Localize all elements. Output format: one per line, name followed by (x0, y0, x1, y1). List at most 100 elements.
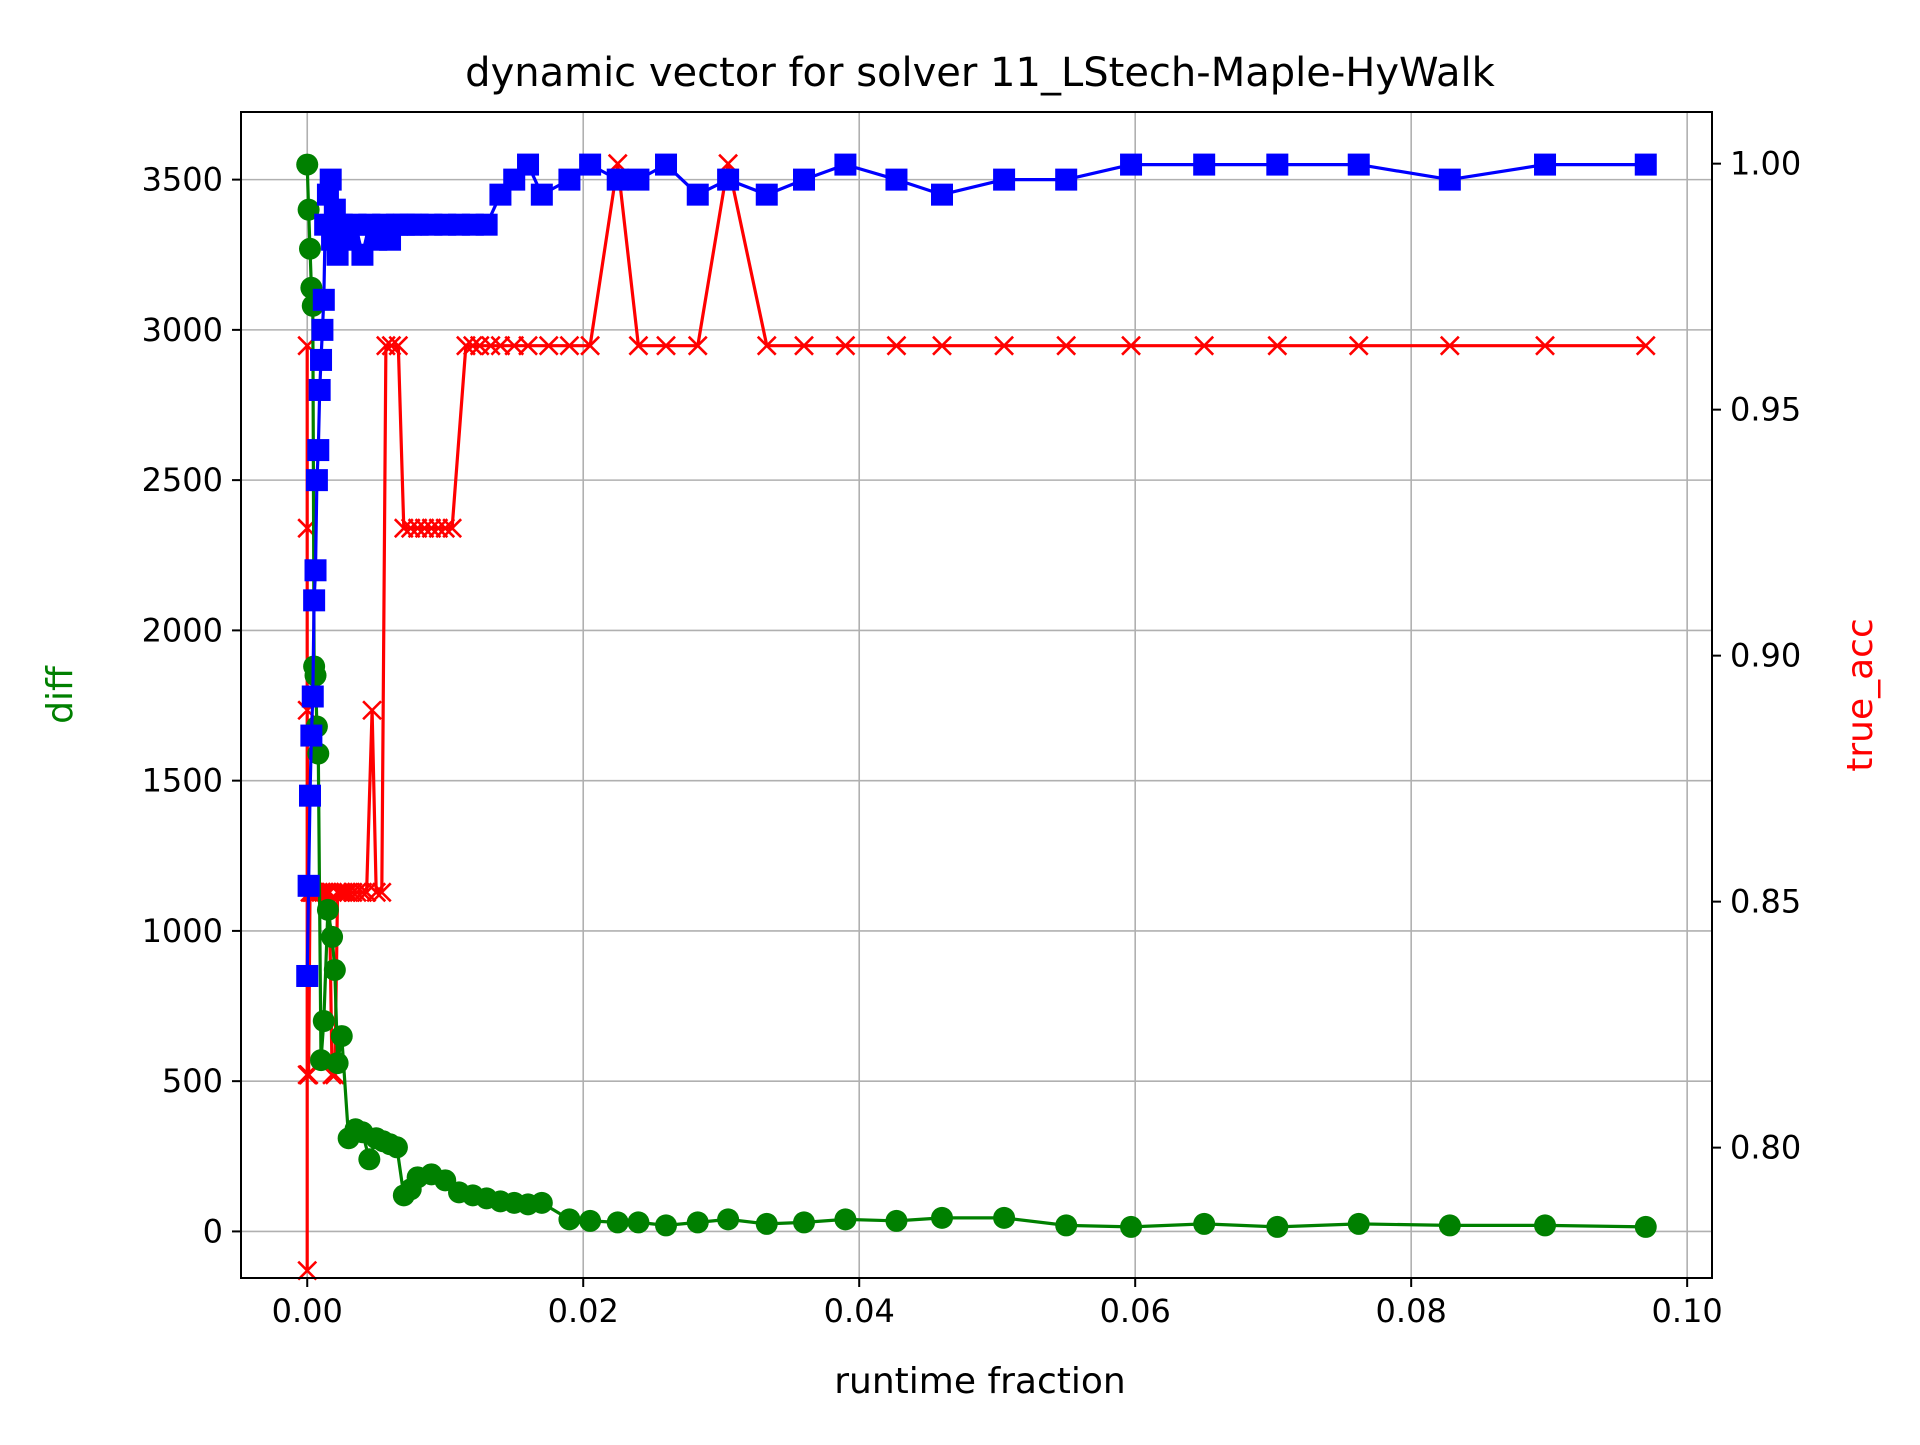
data-point-diff (530, 1191, 553, 1214)
x-axis-label: runtime fraction (834, 1361, 1126, 1402)
series-upper (296, 153, 1657, 987)
y-left-tick-label: 3000 (142, 311, 223, 349)
data-point-diff (755, 1212, 778, 1235)
data-point-upper (558, 168, 581, 191)
data-point-diff (316, 898, 339, 921)
data-point-upper (1120, 153, 1143, 176)
data-point-true_acc (835, 335, 856, 356)
data-point-upper (1347, 153, 1370, 176)
data-point-upper (307, 439, 330, 462)
y-left-tick-label: 2000 (142, 611, 223, 649)
data-point-upper (606, 168, 629, 191)
data-point-upper (475, 213, 498, 236)
data-point-true_acc (994, 335, 1015, 356)
y-right-tick-label: 0.90 (1730, 637, 1801, 675)
data-point-upper (1634, 153, 1657, 176)
data-point-diff (1534, 1214, 1557, 1237)
x-tick-label: 0.00 (272, 1292, 343, 1330)
x-tick-label: 0.04 (824, 1292, 895, 1330)
data-point-diff (717, 1208, 740, 1231)
y-right-tick-label: 0.80 (1730, 1129, 1801, 1167)
data-point-diff (1266, 1215, 1289, 1238)
data-point-diff (885, 1209, 908, 1232)
data-point-upper (298, 784, 321, 807)
x-tick-label: 0.06 (1100, 1292, 1171, 1330)
y-axis-right-label: true_acc (1840, 618, 1881, 772)
data-point-diff (793, 1211, 816, 1234)
data-point-true_acc (932, 335, 952, 356)
data-point-upper (312, 288, 335, 311)
data-point-upper (686, 183, 709, 206)
data-point-diff (307, 742, 330, 765)
data-point-upper (301, 685, 324, 708)
data-point-upper (793, 168, 816, 191)
data-point-true_acc (1121, 335, 1141, 356)
data-point-diff (579, 1209, 602, 1232)
data-point-diff (321, 925, 344, 948)
data-point-true_acc (1267, 335, 1288, 356)
data-point-true_acc (480, 335, 501, 356)
data-point-diff (627, 1211, 650, 1234)
data-point-upper (311, 318, 334, 341)
data-point-true_acc (442, 518, 463, 539)
data-point-upper (627, 168, 650, 191)
data-point-true_acc (297, 1260, 318, 1281)
data-point-upper (1438, 168, 1461, 191)
data-point-diff (834, 1208, 857, 1231)
data-point-upper (755, 183, 778, 206)
y-left-tick-label: 1000 (142, 912, 223, 950)
x-tick-label: 0.02 (548, 1292, 619, 1330)
data-point-upper (655, 153, 678, 176)
data-point-true_acc (628, 335, 649, 356)
data-point-upper (885, 168, 908, 191)
data-point-upper (1534, 153, 1557, 176)
data-point-true_acc (538, 335, 559, 356)
axes: 0.00 0.02 0.04 0.06 0.08 0.10 0 500 1000 1500 2000… (142, 145, 1802, 1330)
data-point-true_acc (371, 882, 392, 903)
data-point-diff (655, 1214, 678, 1237)
data-point-diff (297, 198, 320, 221)
data-point-diff (358, 1148, 381, 1171)
data-point-diff (312, 1010, 335, 1033)
data-point-diff (1347, 1212, 1370, 1235)
data-point-diff (1055, 1214, 1078, 1237)
data-point-true_acc (756, 335, 777, 356)
plot-frame (240, 111, 1713, 1279)
data-point-diff (606, 1211, 629, 1234)
data-point-diff (326, 1052, 349, 1075)
data-point-diff (298, 237, 321, 260)
y-left-tick-label: 2500 (142, 461, 223, 499)
data-point-true_acc (1348, 335, 1369, 356)
data-point-true_acc (388, 335, 409, 356)
x-tick-label: 0.10 (1652, 1292, 1723, 1330)
data-point-true_acc (1535, 335, 1555, 356)
data-point-true_acc (687, 335, 708, 356)
data-point-upper (517, 153, 540, 176)
data-point-diff (1438, 1214, 1461, 1237)
data-point-diff (686, 1211, 709, 1234)
data-point-diff (310, 1049, 333, 1072)
data-point-true_acc (1635, 335, 1656, 356)
data-point-diff (330, 1025, 353, 1048)
data-point-true_acc (346, 882, 367, 903)
y-right-tick-label: 0.95 (1730, 391, 1801, 429)
data-point-diff (385, 1136, 408, 1159)
data-point-upper (1266, 153, 1289, 176)
data-point-upper (834, 153, 857, 176)
data-point-true_acc (435, 518, 456, 539)
data-point-upper (300, 724, 323, 747)
data-point-upper (297, 874, 320, 897)
data-point-upper (304, 559, 327, 582)
data-point-diff (1120, 1215, 1143, 1238)
data-point-upper (308, 378, 331, 401)
data-point-upper (993, 168, 1016, 191)
data-point-diff (993, 1206, 1016, 1229)
series-layer (296, 153, 1657, 1281)
y-left-tick-label: 0 (203, 1212, 223, 1250)
data-point-true_acc (794, 335, 814, 356)
data-point-upper (1193, 153, 1216, 176)
data-point-true_acc (366, 882, 387, 903)
